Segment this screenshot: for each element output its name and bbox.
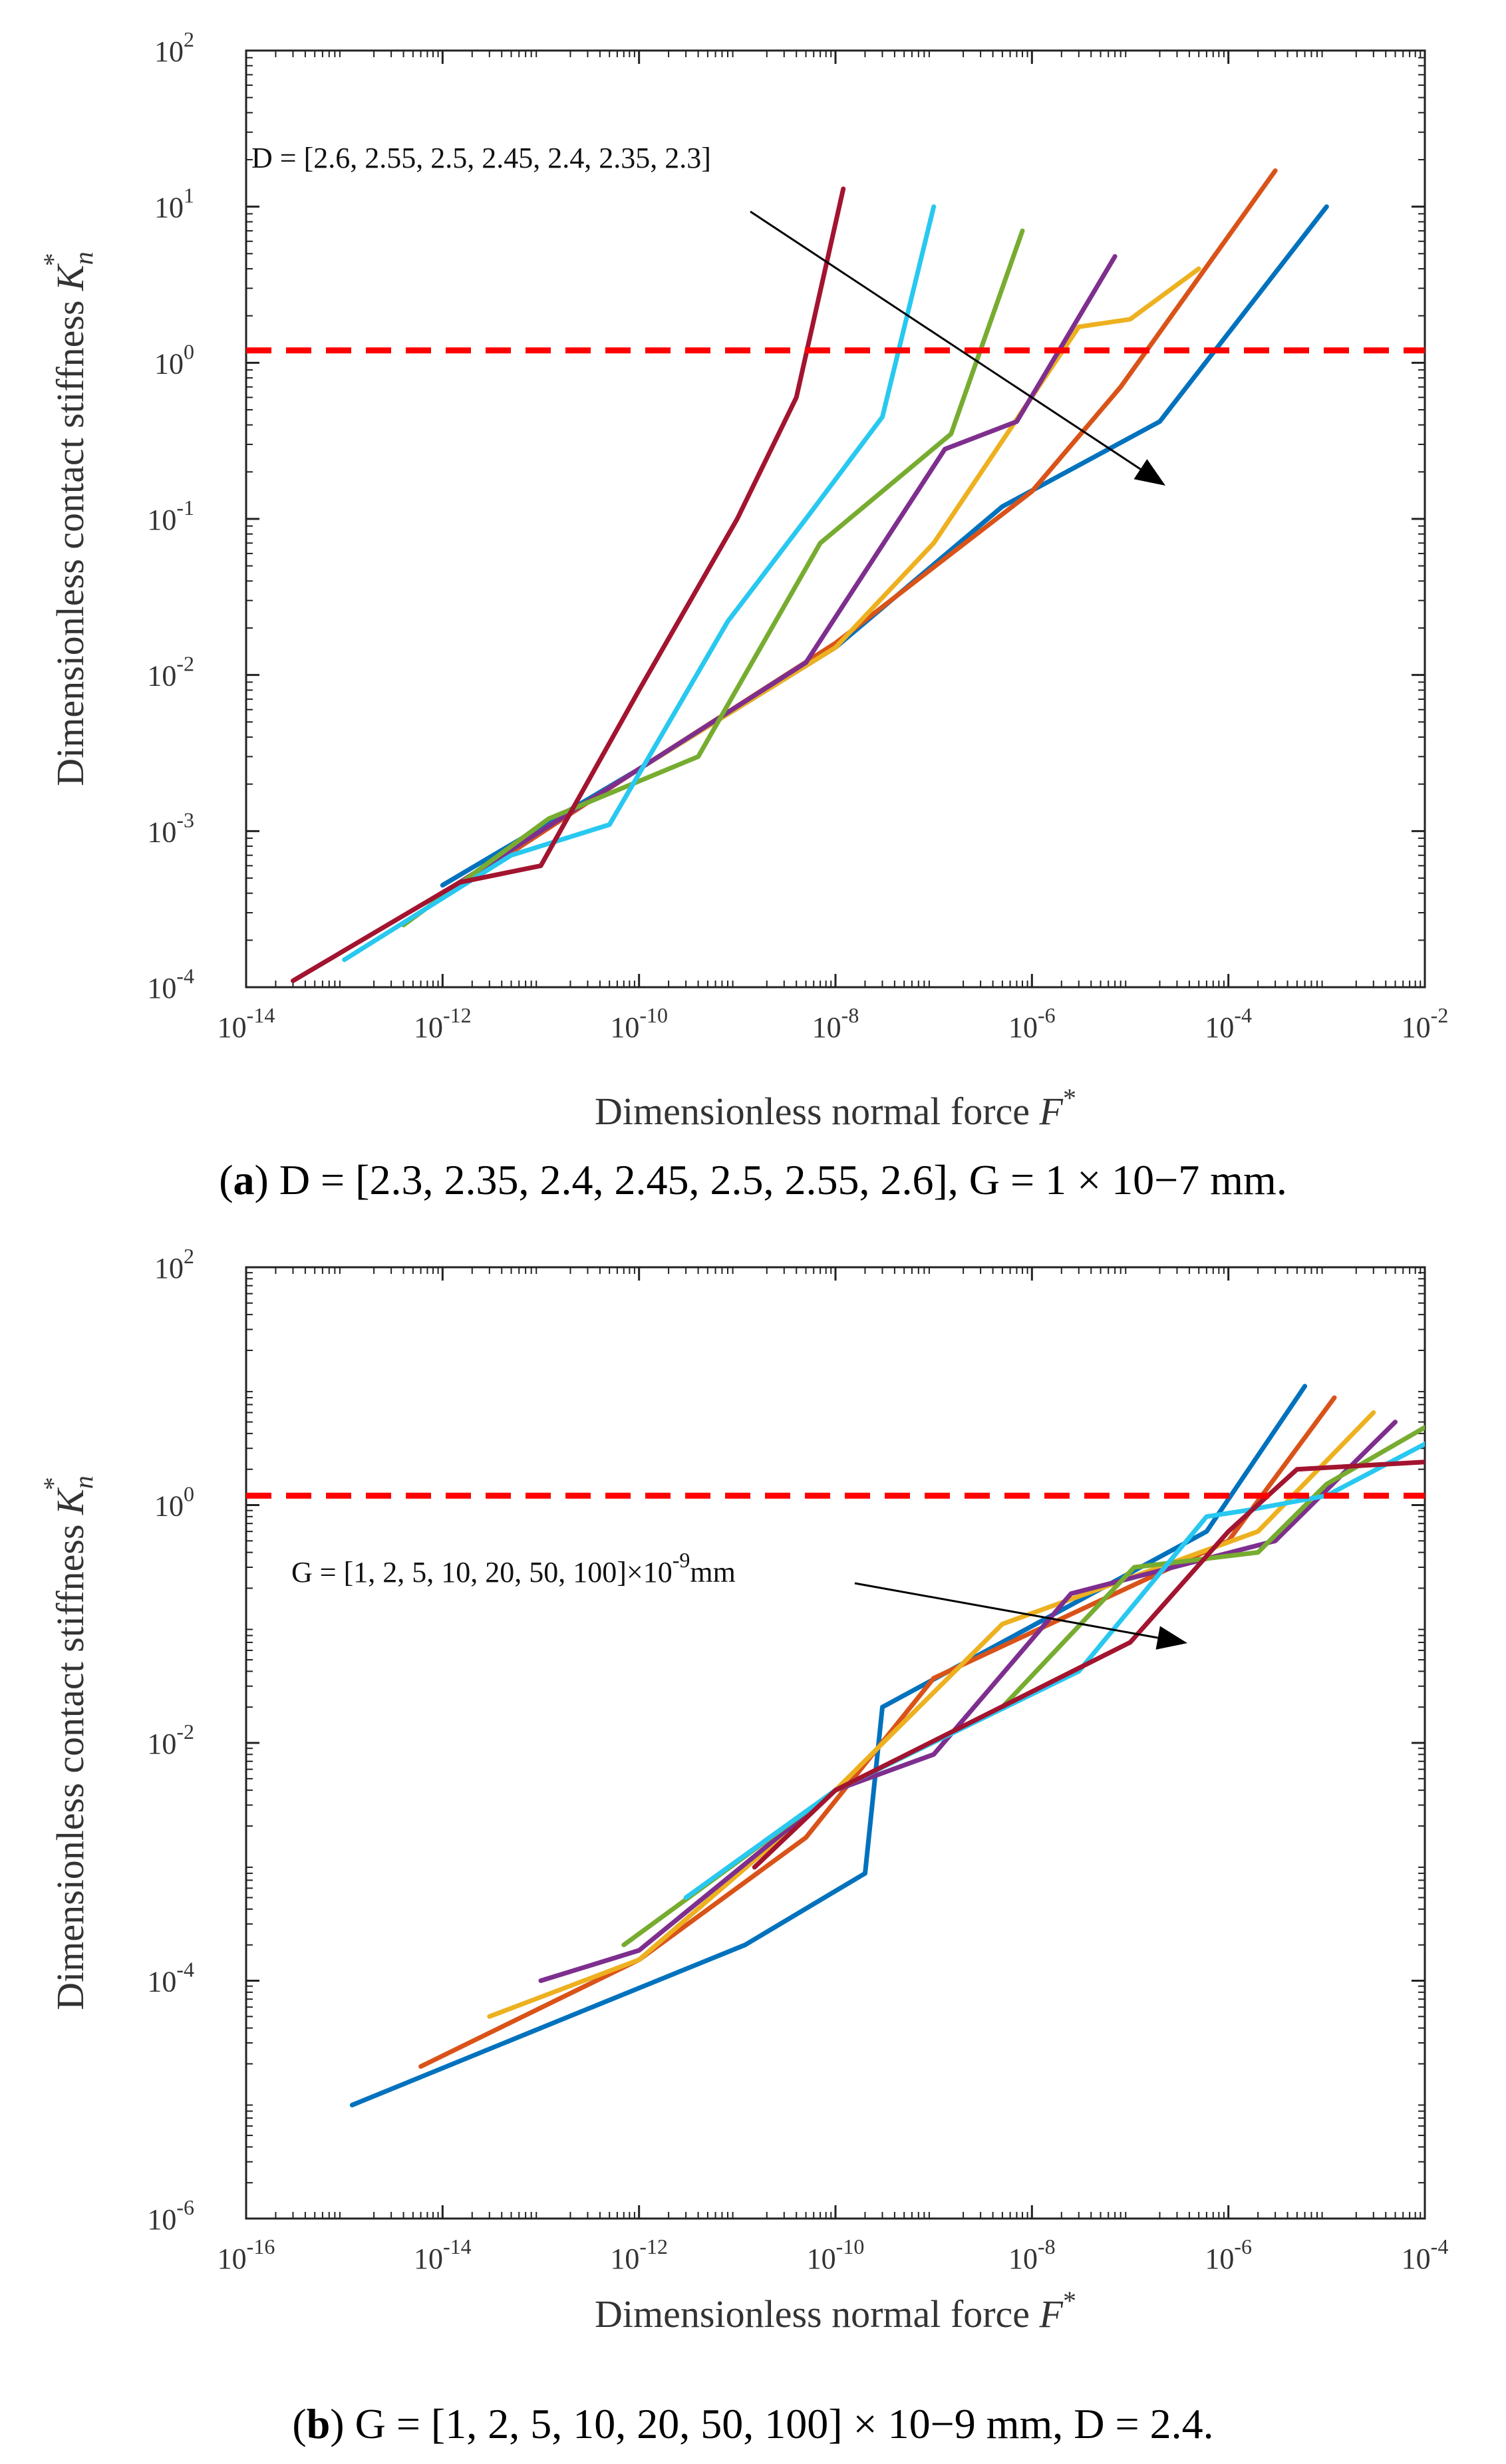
x-tick-label: 10-10: [807, 2234, 865, 2275]
y-tick-label: 102: [154, 1244, 194, 1285]
x-tick-label: 10-6: [1205, 2234, 1252, 2275]
y-tick-label: 100: [154, 1482, 194, 1523]
x-tick-label: 10-2: [1402, 1003, 1449, 1044]
x-tick-label: 10-10: [610, 1003, 668, 1044]
x-tick-label: 10-6: [1008, 1003, 1056, 1044]
y-tick-label: 102: [154, 27, 194, 68]
y-tick-label: 10-6: [147, 2195, 194, 2236]
x-tick-label: 10-14: [414, 2234, 472, 2275]
y-tick-label: 10-2: [147, 652, 194, 693]
series-group: [291, 168, 1329, 983]
y-tick-label: 101: [154, 184, 194, 224]
series-line-4: [440, 254, 1118, 896]
annotation-label: G = [1, 2, 5, 10, 20, 50, 100]×10-9mm: [291, 1548, 736, 1589]
minor-ticks: [246, 1267, 1425, 2219]
chart-panel-a: 10-14 10-12 10-10 10-8 10-6 10-4 10-2 10-4 10-3 1…: [38, 27, 1448, 1133]
minor-ticks: [246, 51, 1425, 987]
y-tick-label: 10-4: [147, 964, 194, 1004]
annotation-label: D = [2.6, 2.55, 2.5, 2.45, 2.4, 2.35, 2.…: [251, 142, 711, 174]
annotation-arrow-head: [1133, 459, 1165, 486]
annotation-arrow-shaft: [750, 210, 1141, 470]
x-axis-label: Dimensionless normal force F*: [595, 2286, 1076, 2336]
series-line-5: [401, 228, 1025, 928]
x-axis-label: Dimensionless normal force F*: [595, 1083, 1076, 1133]
series-line-1: [349, 1384, 1308, 2107]
annotation-arrow-shaft: [854, 1582, 1158, 1639]
y-tick-label: 100: [154, 339, 194, 380]
series-line-6: [342, 204, 937, 963]
x-tick-label: 10-8: [812, 1003, 859, 1044]
x-tick-label: 10-14: [218, 1003, 275, 1044]
x-tick-label: 10-12: [610, 2234, 668, 2275]
x-tick-label: 10-16: [218, 2234, 275, 2275]
series-line-7: [291, 186, 846, 983]
x-tick-label: 10-12: [414, 1003, 472, 1044]
annotation-arrow-head: [1155, 1626, 1187, 1650]
y-axis-label: Dimensionless contact stiffness Kn*: [38, 1475, 98, 2010]
y-tick-label: 10-4: [147, 1958, 194, 1998]
caption-b: (b) G = [1, 2, 5, 10, 20, 50, 100] × 10−…: [292, 2400, 1213, 2447]
y-tick-label: 10-2: [147, 1720, 194, 1760]
series-line-4: [538, 1420, 1398, 1983]
y-tick-label: 10-3: [147, 808, 194, 848]
y-axis-label: Dimensionless contact stiffness Kn*: [38, 251, 98, 786]
x-tick-label: 10-4: [1402, 2234, 1449, 2275]
series-line-7: [752, 1459, 1425, 1870]
x-tick-label: 10-4: [1205, 1003, 1252, 1044]
caption-a: (a) D = [2.3, 2.35, 2.4, 2.45, 2.5, 2.55…: [219, 1156, 1287, 1203]
series-line-3: [487, 1410, 1376, 2019]
chart-panel-b: 10-16 10-14 10-12 10-10 10-8 10-6 10-4 10-6 10-4…: [38, 1244, 1449, 2336]
y-tick-label: 10-1: [147, 496, 194, 536]
x-tick-label: 10-8: [1008, 2234, 1056, 2275]
